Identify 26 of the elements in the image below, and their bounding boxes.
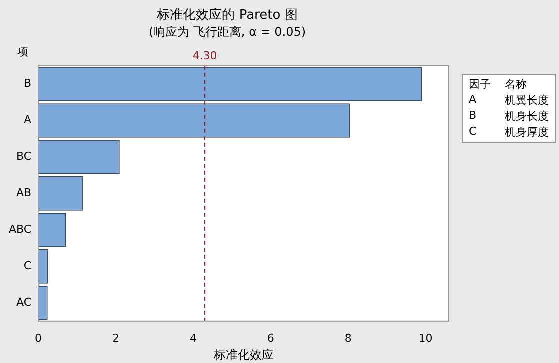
- y-axis-title: 项: [18, 45, 28, 58]
- x-tick-label: 2: [112, 332, 120, 345]
- x-tick-label: 8: [344, 332, 352, 345]
- text: 机身长度: [505, 109, 549, 124]
- text: 机身厚度: [505, 125, 549, 140]
- y-tick-label: BC: [16, 150, 32, 164]
- text: 因子: [469, 77, 491, 92]
- text: C: [469, 125, 478, 140]
- x-tick-label: 10: [418, 332, 433, 345]
- y-tick-label: B: [24, 77, 32, 90]
- y-tick-label: A: [24, 114, 32, 127]
- ref-line-label: 4.30: [192, 49, 218, 62]
- text: 名称: [505, 77, 528, 92]
- chart-title: 标准化效应的 Pareto 图: [156, 7, 298, 24]
- x-tick-label: 4: [190, 332, 197, 345]
- chart-subtitle: (响应为 飞行距离, α = 0.05): [148, 24, 306, 39]
- x-axis-title: 标准化效应: [212, 348, 274, 362]
- y-tick-label: AB: [16, 186, 32, 200]
- x-tick-label: 0: [35, 332, 42, 345]
- text: 机翼长度: [505, 93, 549, 108]
- x-tick-label: 6: [267, 332, 274, 345]
- y-tick-label: C: [24, 260, 32, 273]
- text: B: [469, 109, 478, 124]
- y-tick-label: AC: [16, 296, 32, 310]
- text: A: [469, 93, 478, 108]
- y-tick-label: ABC: [8, 223, 32, 236]
